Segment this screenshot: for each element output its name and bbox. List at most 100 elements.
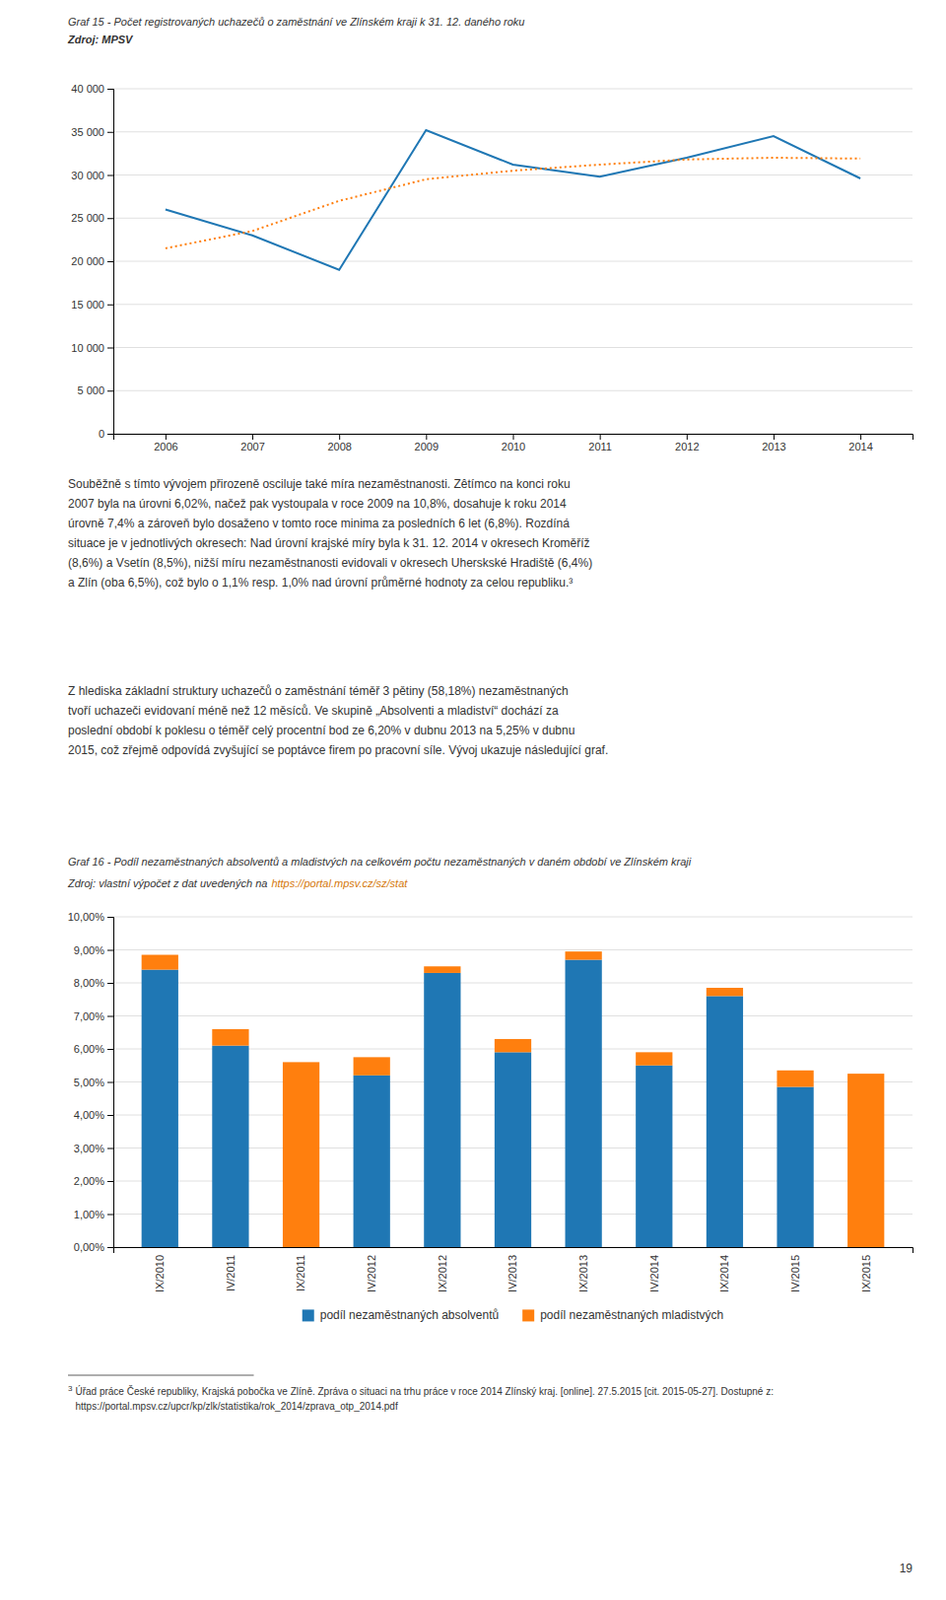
page: Graf 15 - Počet registrovaných uchazečů … — [0, 0, 946, 1600]
tick-mark — [107, 1148, 114, 1149]
tick-mark — [600, 433, 602, 440]
axis-line — [107, 89, 115, 435]
tick-mark — [165, 433, 167, 440]
legend: podíl nezaměstnaných absolventůpodíl nez… — [302, 1307, 725, 1322]
bar — [211, 1028, 249, 1046]
tick: 2007 — [240, 433, 265, 453]
paragraph-line: (8,6%) a Vsetín (8,5%), nižší míru nezam… — [67, 555, 593, 570]
tick-mark — [107, 982, 114, 984]
tick-mark — [107, 1081, 114, 1083]
axis: 0,00%1,00%2,00%3,00%4,00%5,00%6,00%7,00%… — [67, 910, 115, 1253]
text-line: Graf 16 - Podíl nezaměstnaných absolvent… — [67, 855, 692, 868]
grid-line — [113, 174, 913, 176]
tick: 6,00% — [73, 1042, 114, 1055]
grid-line — [113, 948, 913, 950]
grid-line — [113, 982, 913, 984]
tick-mark — [513, 433, 515, 440]
tick-label: IV/2015 — [789, 1254, 802, 1292]
tick: 10 000 — [70, 341, 114, 354]
bar — [776, 1070, 813, 1087]
axis: IX/2010IV/2011IX/2011IV/2012IX/2012IV/20… — [114, 1247, 914, 1292]
grid-line — [113, 390, 913, 392]
tick-label: 3,00% — [73, 1142, 105, 1154]
bar — [353, 1075, 391, 1247]
tick-label: IV/2013 — [506, 1254, 519, 1292]
bar — [423, 972, 461, 1247]
tick: IV/2013 — [506, 1254, 519, 1292]
tick: 8,00% — [73, 976, 114, 989]
grid-line — [113, 261, 913, 263]
tick-label: IX/2015 — [860, 1254, 873, 1292]
grid-line — [113, 346, 913, 348]
tick-label: 20 000 — [70, 255, 105, 268]
tick-mark — [252, 433, 254, 440]
tick: IV/2015 — [789, 1254, 802, 1292]
tick-label: IX/2012 — [436, 1254, 449, 1292]
bar — [776, 1086, 813, 1247]
tick: 3,00% — [73, 1142, 114, 1154]
tick-mark — [107, 88, 114, 90]
tick-label: 7,00% — [73, 1010, 105, 1022]
tick-label: 10 000 — [70, 341, 105, 354]
bar — [635, 1065, 673, 1247]
line — [165, 130, 861, 271]
tick: 5,00% — [73, 1076, 114, 1088]
tick-label: 1,00% — [73, 1208, 105, 1220]
bar — [282, 1061, 320, 1247]
tick-label: 2006 — [153, 440, 178, 453]
tick-mark — [107, 304, 114, 306]
legend-swatch — [522, 1308, 535, 1321]
grid-line — [113, 217, 913, 219]
tick-mark — [338, 433, 340, 440]
footnote: Úřad práce České republiky, Krajská pobo… — [74, 1384, 774, 1412]
tick: 2013 — [761, 433, 786, 453]
tick-mark — [773, 433, 775, 440]
axis: 200620072008200920102011201220132014 — [114, 433, 914, 453]
tick-label: 2014 — [848, 440, 873, 453]
tick-label: 2010 — [501, 440, 526, 453]
tick-label: IX/2010 — [153, 1254, 166, 1292]
tick-mark — [107, 1015, 114, 1017]
text-line: Úřad práce České republiky, Krajská pobo… — [74, 1384, 774, 1397]
tick-label: 2007 — [240, 440, 265, 453]
tick-label: 2011 — [588, 440, 612, 453]
paragraph-line: situace je v jednotlivých okresech: Nad … — [67, 536, 591, 550]
tick-label: 2012 — [675, 440, 699, 453]
bar-series — [141, 959, 814, 1247]
tick-mark — [107, 217, 114, 219]
tick-label: 10,00% — [67, 910, 106, 923]
tick-label: IV/2014 — [648, 1254, 661, 1292]
bar — [565, 950, 603, 959]
grid-line — [113, 88, 913, 90]
line — [165, 157, 861, 249]
footnote-rule — [67, 1374, 255, 1376]
tick-label: 25 000 — [70, 211, 105, 224]
tick: 2012 — [675, 433, 699, 453]
tick: 2,00% — [73, 1174, 114, 1187]
axis-line — [114, 434, 914, 441]
tick: 2008 — [327, 433, 351, 453]
annotation: https://portal.mpsv.cz/sz/stat — [270, 877, 408, 889]
grid — [113, 88, 913, 434]
legend-label: podíl nezaměstnaných mladistvých — [540, 1307, 724, 1322]
tick: 2010 — [501, 433, 526, 453]
tick: 5 000 — [76, 384, 114, 397]
tick-label: 6,00% — [73, 1042, 105, 1055]
tick: 15 000 — [70, 298, 114, 311]
page-number: 19 — [899, 1560, 914, 1575]
tick-mark — [686, 433, 688, 440]
tick: 40 000 — [70, 82, 114, 95]
tick-mark — [107, 132, 114, 134]
tick: IX/2011 — [294, 1254, 307, 1291]
tick-label: IV/2011 — [224, 1254, 237, 1291]
tick-label: IX/2011 — [294, 1254, 307, 1291]
tick-mark — [107, 1246, 114, 1248]
tick-label: 9,00% — [73, 944, 105, 956]
tick: 7,00% — [73, 1010, 114, 1022]
tick: 35 000 — [70, 126, 114, 138]
tick-label: 8,00% — [73, 976, 105, 989]
axis-line — [107, 917, 115, 1248]
tick-mark — [107, 1214, 114, 1216]
tick-mark — [860, 433, 862, 440]
tick-mark — [107, 916, 114, 918]
